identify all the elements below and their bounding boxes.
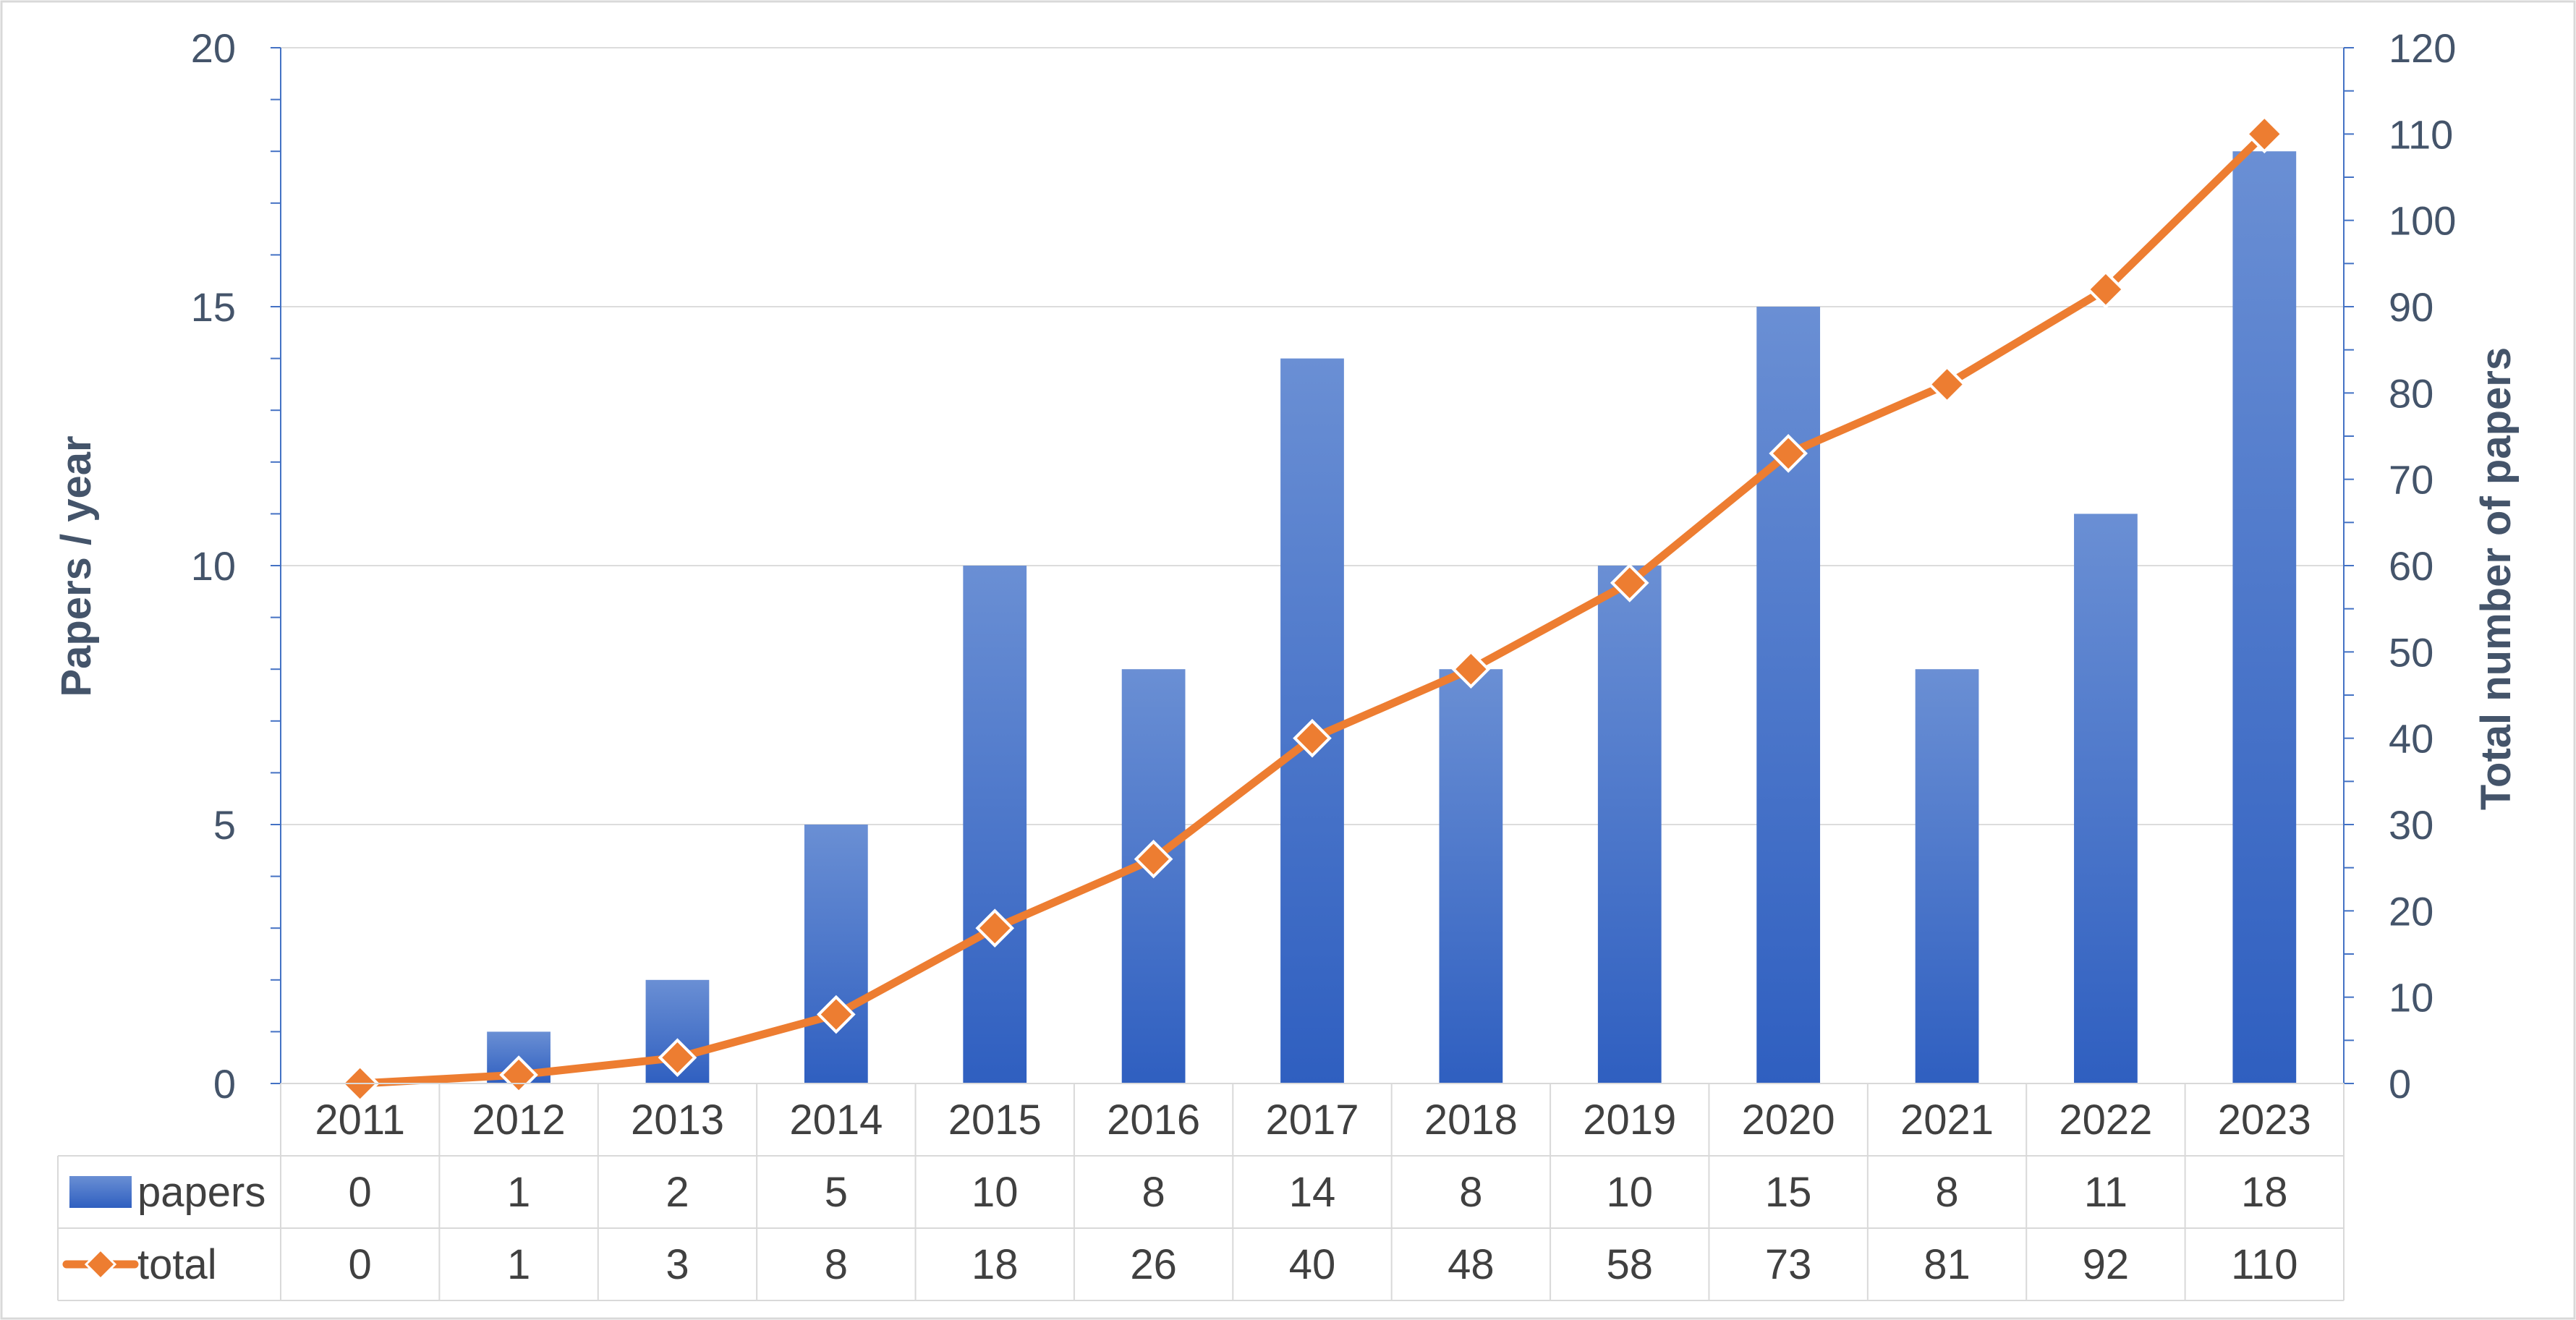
bar-2022 [2074, 514, 2138, 1083]
x-tick-label: 2015 [948, 1097, 1042, 1144]
data-label-total: 81 [1924, 1241, 1971, 1288]
bar-2019 [1597, 566, 1662, 1083]
x-tick-label: 2019 [1583, 1097, 1676, 1144]
data-label-total: 58 [1607, 1241, 1654, 1288]
data-label-papers: 8 [1459, 1169, 1482, 1216]
y2-tick-label: 30 [2389, 802, 2433, 848]
y2-tick-label: 0 [2389, 1061, 2411, 1107]
x-tick-label: 2016 [1107, 1097, 1200, 1144]
y2-tick-label: 10 [2389, 975, 2433, 1021]
data-label-papers: 15 [1765, 1169, 1812, 1216]
x-tick-label: 2022 [2059, 1097, 2152, 1144]
data-label-total: 73 [1765, 1241, 1812, 1288]
bar-2018 [1439, 669, 1503, 1083]
y2-tick-label: 70 [2389, 457, 2433, 503]
total-point-2018 [1451, 650, 1491, 689]
y2-tick-label: 80 [2389, 370, 2433, 416]
x-tick-label: 2017 [1265, 1097, 1359, 1144]
total-point-2023 [2245, 114, 2284, 154]
data-label-papers: 2 [666, 1169, 689, 1216]
data-label-total: 92 [2083, 1241, 2130, 1288]
y-tick-label: 0 [213, 1061, 236, 1107]
data-label-papers: 11 [2084, 1169, 2127, 1216]
data-label-total: 1 [507, 1241, 530, 1288]
x-tick-label: 2021 [1900, 1097, 1994, 1144]
y2-tick-label: 120 [2389, 25, 2456, 71]
bar-2021 [1915, 669, 1979, 1083]
x-tick-label: 2013 [631, 1097, 724, 1144]
y-tick-label: 5 [213, 802, 236, 848]
y2-tick-label: 50 [2389, 629, 2433, 675]
data-label-total: 48 [1448, 1241, 1495, 1288]
y2-tick-label: 110 [2389, 111, 2453, 157]
data-label-papers: 8 [1142, 1169, 1165, 1216]
x-tick-label: 2023 [2218, 1097, 2311, 1144]
data-label-papers: 10 [972, 1169, 1019, 1216]
data-label-total: 8 [825, 1241, 848, 1288]
total-point-2015 [975, 908, 1015, 948]
legend-label-total: total [137, 1241, 217, 1288]
total-point-2016 [1134, 839, 1173, 879]
data-label-total: 26 [1130, 1241, 1177, 1288]
total-point-2013 [658, 1038, 697, 1078]
total-point-2017 [1293, 718, 1332, 758]
total-point-2020 [1769, 434, 1808, 473]
legend-key-papers [69, 1176, 132, 1208]
bar-2015 [963, 566, 1027, 1083]
y2-tick-label: 60 [2389, 543, 2433, 589]
y-tick-label: 10 [191, 543, 236, 589]
x-tick-label: 2012 [472, 1097, 566, 1144]
y2-tick-label: 20 [2389, 888, 2433, 934]
legend-key-total-marker [84, 1248, 117, 1281]
data-label-papers: 14 [1289, 1169, 1336, 1216]
y2-axis-title: Total number of papers [2473, 347, 2520, 810]
total-point-2014 [817, 995, 856, 1034]
data-label-papers: 10 [1607, 1169, 1654, 1216]
data-label-total: 110 [2231, 1241, 2297, 1288]
x-tick-label: 2020 [1742, 1097, 1835, 1144]
data-label-papers: 1 [507, 1169, 530, 1216]
data-label-papers: 18 [2241, 1169, 2288, 1216]
y-tick-label: 20 [191, 25, 236, 71]
data-label-total: 0 [349, 1241, 372, 1288]
x-tick-label: 2018 [1424, 1097, 1518, 1144]
data-label-papers: 5 [825, 1169, 848, 1216]
total-point-2019 [1610, 563, 1649, 602]
data-label-papers: 8 [1935, 1169, 1958, 1216]
total-point-2021 [1927, 365, 1967, 404]
total-point-2022 [2086, 270, 2125, 309]
legend-label-papers: papers [137, 1169, 265, 1216]
y2-tick-label: 100 [2389, 198, 2456, 244]
data-label-total: 3 [666, 1241, 689, 1288]
y2-tick-label: 40 [2389, 716, 2433, 762]
x-tick-label: 2011 [315, 1097, 405, 1144]
y-axis-title: Papers / year [53, 435, 100, 697]
bar-2014 [804, 825, 868, 1083]
data-label-total: 18 [972, 1241, 1019, 1288]
bar-2023 [2232, 151, 2297, 1084]
y2-tick-label: 90 [2389, 284, 2433, 330]
data-label-papers: 0 [349, 1169, 372, 1216]
y-tick-label: 15 [191, 284, 236, 330]
x-tick-label: 2014 [789, 1097, 883, 1144]
data-label-total: 40 [1289, 1241, 1336, 1288]
bar-2020 [1756, 307, 1821, 1083]
